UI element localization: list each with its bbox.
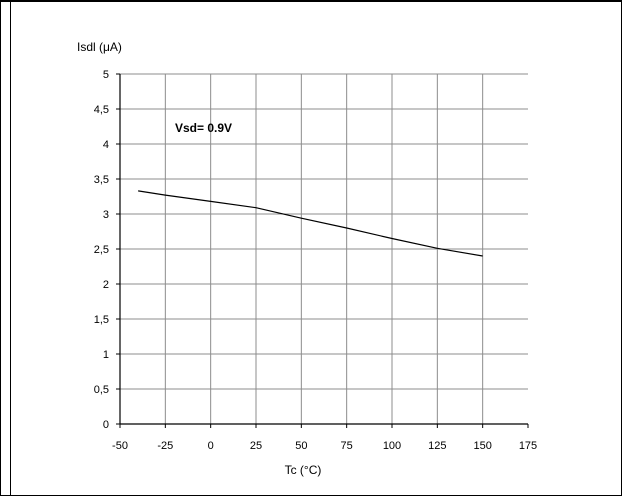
x-tick-label: 50: [295, 440, 307, 452]
frame-left-rule: [10, 0, 11, 496]
grid-lines: [120, 73, 528, 424]
x-tick-label: 125: [428, 440, 446, 452]
x-tick-label: 100: [383, 440, 401, 452]
x-axis-label: Tc (°C): [285, 463, 322, 477]
y-tick-label: 5: [103, 69, 109, 81]
x-tick-label: 25: [250, 440, 262, 452]
y-tick-label: 1,5: [94, 314, 109, 326]
y-tick-labels: 0 0,5 1 1,5 2 2,5 3 3,5 4 4,5 5: [94, 69, 109, 431]
y-tick-label: 0,5: [94, 384, 109, 396]
y-tick-label: 3: [103, 209, 109, 221]
annotation-vsd: Vsd= 0.9V: [175, 121, 232, 135]
y-tick-label: 1: [103, 349, 109, 361]
axes: [116, 73, 529, 428]
y-tick-label: 4: [103, 139, 109, 151]
x-tick-label: 0: [208, 440, 214, 452]
y-tick-label: 4,5: [94, 104, 109, 116]
series-group: [138, 190, 483, 257]
x-tick-labels: -50 -25 0 25 50 75 100 125 150 175: [112, 440, 537, 452]
y-tick-label: 2,5: [94, 244, 109, 256]
y-tick-label: 0: [103, 419, 109, 431]
y-axis-label: Isdl (μA): [77, 40, 122, 54]
x-tick-label: 150: [473, 440, 491, 452]
y-tick-label: 3,5: [94, 174, 109, 186]
x-tick-label: 75: [341, 440, 353, 452]
series-line: [138, 190, 483, 257]
x-tick-label: -25: [157, 440, 173, 452]
x-tick-label: -50: [112, 440, 128, 452]
x-tick-label: 175: [519, 440, 537, 452]
y-tick-label: 2: [103, 279, 109, 291]
